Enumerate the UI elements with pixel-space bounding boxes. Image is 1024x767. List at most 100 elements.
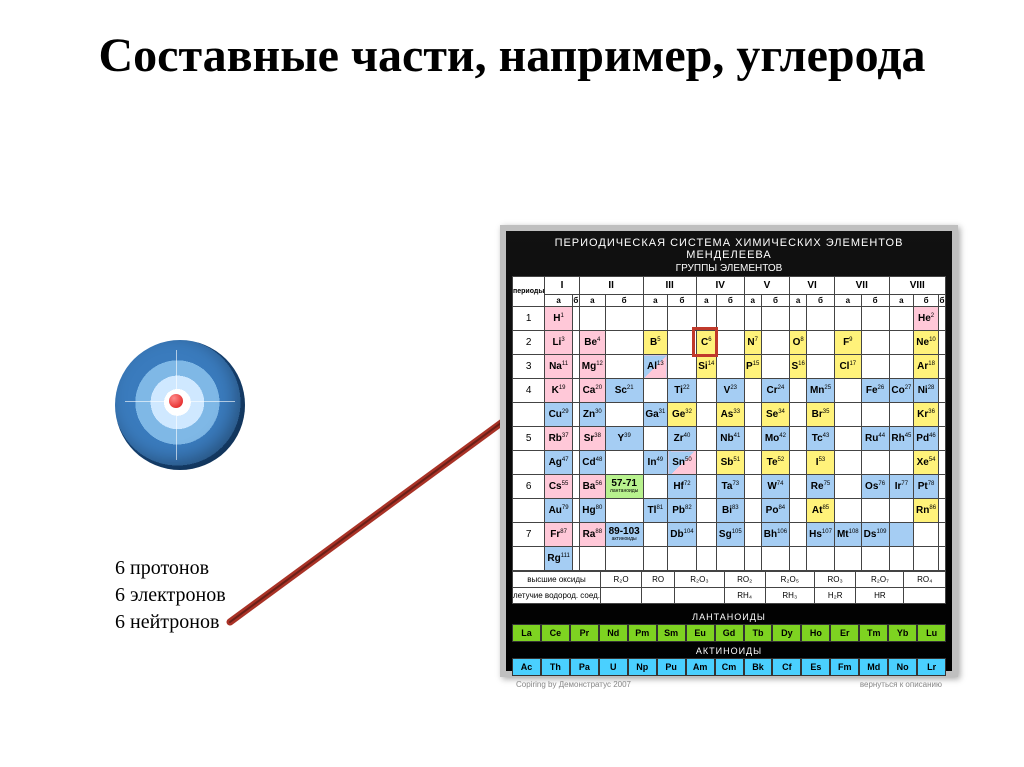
oxide-cell: R₂O₇ — [856, 572, 904, 588]
empty-cell — [834, 403, 861, 427]
element-Rb: Rb37 — [545, 427, 573, 451]
lanthanide-Lu: Lu — [917, 624, 946, 642]
lanthanide-Eu: Eu — [686, 624, 715, 642]
actinide-Bk: Bk — [744, 658, 773, 676]
subgroup-header: а — [643, 295, 668, 307]
element-Ir: Ir77 — [889, 475, 914, 499]
element-Rh: Rh45 — [889, 427, 914, 451]
empty-cell — [790, 307, 807, 331]
empty-cell — [716, 307, 744, 331]
element-Na: Na11 — [545, 355, 573, 379]
lanthanide-Tb: Tb — [744, 624, 773, 642]
empty-cell — [790, 403, 807, 427]
lanthanide-Yb: Yb — [888, 624, 917, 642]
empty-cell — [744, 379, 761, 403]
periodic-table-card: ПЕРИОДИЧЕСКАЯ СИСТЕМА ХИМИЧЕСКИХ ЭЛЕМЕНТ… — [500, 225, 958, 677]
empty-cell — [572, 427, 579, 451]
empty-cell — [668, 307, 697, 331]
ptable-head: периодыIIIIIIIVVVIVIIVIII абабабабабабаб… — [513, 277, 946, 307]
period-number — [513, 451, 545, 475]
empty-cell — [605, 451, 643, 475]
element-Li: Li3 — [545, 331, 573, 355]
empty-cell — [605, 547, 643, 571]
element-H: H1 — [545, 307, 573, 331]
empty-cell — [761, 355, 790, 379]
element-As: As33 — [716, 403, 744, 427]
element-Sb: Sb51 — [716, 451, 744, 475]
oxide-cell: RO₃ — [814, 572, 855, 588]
element-Y: Y39 — [605, 427, 643, 451]
empty-cell — [938, 475, 945, 499]
element-Sr: Sr38 — [579, 427, 605, 451]
empty-cell — [696, 451, 716, 475]
element-Mo: Mo42 — [761, 427, 790, 451]
element-Fe: Fe26 — [861, 379, 889, 403]
empty-cell — [572, 547, 579, 571]
ptable-row: 3Na11Mg12Al13Si14P15S16Cl17Ar18 — [513, 355, 946, 379]
empty-cell — [696, 475, 716, 499]
period-number: 3 — [513, 355, 545, 379]
empty-cell — [807, 355, 835, 379]
empty-cell — [834, 451, 861, 475]
element-Mn: Mn25 — [807, 379, 835, 403]
atom-caption: 6 протонов 6 электронов 6 нейтронов — [115, 555, 226, 636]
actinide-Am: Am — [686, 658, 715, 676]
empty-cell — [744, 427, 761, 451]
ptable-grid-wrap: периодыIIIIIIIVVVIVIIVIII абабабабабабаб… — [512, 276, 946, 604]
empty-cell — [643, 307, 668, 331]
empty-cell — [696, 427, 716, 451]
element-I: I53 — [807, 451, 835, 475]
element-Ra: Ra88 — [579, 523, 605, 547]
empty-cell — [696, 523, 716, 547]
empty-cell — [761, 331, 790, 355]
element-Pd: Pd46 — [914, 427, 939, 451]
empty-cell — [938, 355, 945, 379]
ptable-row: Rg111 — [513, 547, 946, 571]
empty-cell — [643, 379, 668, 403]
actinide-Pa: Pa — [570, 658, 599, 676]
empty-cell — [643, 523, 668, 547]
ptable-row: Ag47Cd48In49Sn50Sb51Te52I53Xe54 — [513, 451, 946, 475]
empty-cell — [572, 307, 579, 331]
element-Db: Db104 — [668, 523, 697, 547]
empty-cell — [938, 403, 945, 427]
actinide-Th: Th — [541, 658, 570, 676]
empty-cell — [579, 307, 605, 331]
empty-cell — [744, 523, 761, 547]
period-number — [513, 403, 545, 427]
empty-cell — [643, 427, 668, 451]
hydride-cell: RH₄ — [724, 588, 765, 604]
element-Cu: Cu29 — [545, 403, 573, 427]
empty-cell — [744, 451, 761, 475]
group-header: VIII — [889, 277, 945, 295]
period-number: 1 — [513, 307, 545, 331]
oxides-table: высшие оксидыR₂OROR₂O₃RO₂R₂O₅RO₃R₂O₇RO₄ … — [512, 571, 946, 604]
caption-line-2: 6 электронов — [115, 582, 226, 609]
element-Ds: Ds109 — [861, 523, 889, 547]
empty-cell — [572, 355, 579, 379]
empty-cell — [572, 451, 579, 475]
ptable-row: 4K19Ca20Sc21Ti22V23Cr24Mn25Fe26Co27Ni28 — [513, 379, 946, 403]
caption-line-1: 6 протонов — [115, 555, 226, 582]
element-Ar: Ar18 — [914, 355, 939, 379]
period-header: периоды — [513, 277, 545, 307]
element-Ti: Ti22 — [668, 379, 697, 403]
actinide-title: АКТИНОИДЫ — [506, 644, 952, 658]
empty-cell — [834, 307, 861, 331]
lanthanide-Gd: Gd — [715, 624, 744, 642]
atom-illustration — [115, 340, 245, 470]
lanthanide-Pm: Pm — [628, 624, 657, 642]
ptable-row: 6Cs55Ba5657-71лантаноидыHf72Ta73W74Re75O… — [513, 475, 946, 499]
empty-cell — [716, 355, 744, 379]
actinide-Es: Es — [801, 658, 830, 676]
empty-cell — [938, 547, 945, 571]
ptable-row: 1H1He2 — [513, 307, 946, 331]
empty-cell — [696, 379, 716, 403]
ptable-row: Au79Hg80Tl81Pb82Bi83Po84At85Rn86 — [513, 499, 946, 523]
empty-cell — [572, 523, 579, 547]
element-Ga: Ga31 — [643, 403, 668, 427]
element-Os: Os76 — [861, 475, 889, 499]
empty-cell — [790, 547, 807, 571]
empty-cell — [761, 307, 790, 331]
element-Bi: Bi83 — [716, 499, 744, 523]
